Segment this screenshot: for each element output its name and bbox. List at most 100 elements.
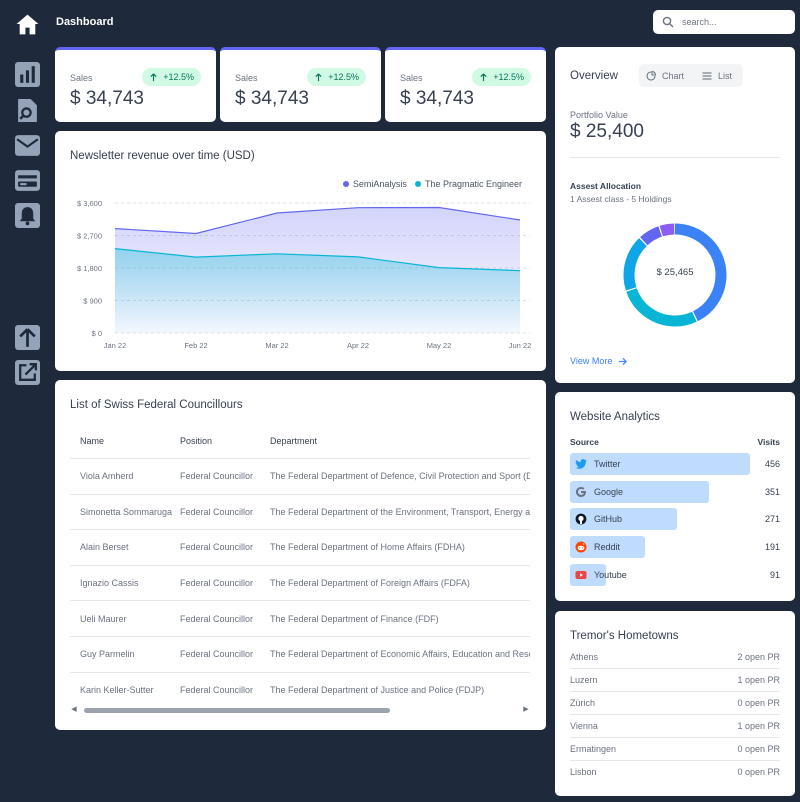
donut-center-value: $ 25,465 [656,267,694,278]
source-name: Reddit [594,542,621,552]
table-row[interactable]: Simonetta Sommaruga Federal Councillor T… [70,493,530,530]
delta-text: +12.5% [163,72,194,82]
table-row[interactable]: Ueli Maurer Federal Councillor The Feder… [70,600,530,636]
open-pr-count: 1 open PR [737,721,780,731]
cell-position: Federal Councillor [180,506,254,517]
city-name: Zürich [570,698,596,708]
arrow-up-icon [315,72,322,81]
list-item[interactable]: Athens 2 open PR [570,645,780,668]
visits-value: 91 [769,570,780,580]
donut-slice[interactable] [623,223,727,327]
cell-name: Viola Amherd [80,471,134,482]
column-header-position: Position [180,436,213,446]
analytics-row[interactable]: GitHub 271 [570,508,780,530]
hometowns-card: Tremor's Hometowns Athens 2 open PR Luze… [555,611,795,796]
donut-slice[interactable] [623,223,727,327]
bar-label: Youtube [575,564,627,586]
donut-slice[interactable] [623,223,727,327]
legend-item[interactable]: The Pragmatic Engineer [414,179,522,189]
legend-item[interactable]: SemiAnalysis [342,179,407,189]
table-row[interactable]: Karin Keller-Sutter Federal Councillor T… [70,671,530,708]
analytics-row[interactable]: Google 351 [570,481,780,503]
city-name: Athens [570,651,599,662]
bell-icon[interactable] [15,203,40,228]
visits-header: Visits [757,437,780,447]
list-item[interactable]: Ermatingen 0 open PR [570,737,780,760]
cell-name: Karin Keller-Sutter [80,684,154,695]
github-icon [575,513,587,525]
y-tick-label: $ 900 [83,297,102,306]
series-line [114,206,521,235]
y-tick-label: $ 2,700 [77,232,102,241]
kpi-label: Sales [70,73,93,83]
analytics-row[interactable]: Youtube 91 [570,564,780,586]
cell-department: The Federal Department of the Environmen… [270,506,530,517]
allocation-subtitle: 1 Assest class - 5 Holdings [570,194,672,204]
visits-value: 351 [764,487,780,497]
portfolio-value: $ 25,400 [570,121,644,142]
y-tick-label: $ 0 [92,329,102,338]
overview-card: Overview Chart List Portfolio Value $ 25… [555,47,795,383]
toggle-chart-button[interactable]: Chart [639,64,691,87]
delta-badge: +12.5% [142,68,201,86]
list-item[interactable]: Lisbon 0 open PR [570,760,780,783]
bar-fill [570,536,646,558]
arrow-up-icon [480,72,487,81]
external-link-icon[interactable] [15,360,40,385]
cell-position: Federal Councillor [180,684,254,695]
bar-label: GitHub [575,508,622,530]
cell-name: Ueli Maurer [80,613,127,624]
scroll-right-icon[interactable]: ▶ [523,706,529,713]
scrollbar-thumb[interactable] [84,707,390,713]
analytics-header: Source Visits [570,437,780,447]
reddit-icon [575,541,587,553]
table-row[interactable]: Ignazio Cassis Federal Councillor The Fe… [70,564,530,601]
councillors-table: Name Position Department Viola Amherd Fe… [70,424,530,707]
kpi-label: Sales [235,73,258,83]
bar-fill [570,508,677,530]
arrow-up-icon[interactable] [15,325,40,350]
open-pr-count: 1 open PR [737,675,780,685]
search-box[interactable] [653,10,795,34]
open-pr-count: 0 open PR [737,744,780,754]
source-name: Youtube [594,570,627,580]
table-row[interactable]: Guy Parmelin Federal Councillor The Fede… [70,635,530,672]
credit-card-icon[interactable] [15,168,40,193]
cell-department: The Federal Department of Defence, Civil… [270,471,530,482]
list-item[interactable]: Luzern 1 open PR [570,668,780,691]
x-tick-label: Jun 22 [509,341,532,350]
list-item[interactable]: Zürich 0 open PR [570,691,780,714]
kpi-card: Sales $ 34,743 +12.5% [55,47,216,122]
city-name: Luzern [570,675,598,685]
home-icon[interactable] [15,12,40,37]
search-input[interactable] [682,17,792,27]
chart-legend: SemiAnalysis The Pragmatic Engineer [342,179,522,189]
open-pr-count: 0 open PR [737,698,780,708]
arrow-right-icon [619,357,628,365]
table-row[interactable]: Alain Berset Federal Councillor The Fede… [70,529,530,565]
bar-label: Twitter [575,453,621,475]
delta-text: +12.5% [493,72,524,82]
bar-fill [570,481,709,503]
delta-badge: +12.5% [307,68,366,86]
bar-chart-icon[interactable] [15,62,40,87]
analytics-row[interactable]: Twitter 456 [570,453,780,475]
cell-department: The Federal Department of Home Affairs (… [270,542,465,553]
page-title: Dashboard [56,16,114,28]
cell-position: Federal Councillor [180,578,254,589]
file-search-icon[interactable] [15,98,40,123]
scroll-left-icon[interactable]: ◀ [71,706,77,713]
chart-title: Newsletter revenue over time (USD) [70,150,255,162]
cell-department: The Federal Department of Finance (FDF) [270,613,439,624]
horizontal-scrollbar[interactable]: ◀ ▶ [70,706,530,714]
mail-icon[interactable] [15,133,40,158]
youtube-icon [575,571,587,579]
table-row[interactable]: Viola Amherd Federal Councillor The Fede… [70,458,530,494]
x-tick-label: Apr 22 [347,341,369,350]
analytics-row[interactable]: Reddit 191 [570,536,780,558]
x-tick-label: Mar 22 [265,341,288,350]
toggle-list-button[interactable]: List [691,64,743,87]
list-item[interactable]: Vienna 1 open PR [570,714,780,737]
view-more-link[interactable]: View More [570,356,628,366]
column-header-department: Department [270,436,318,446]
